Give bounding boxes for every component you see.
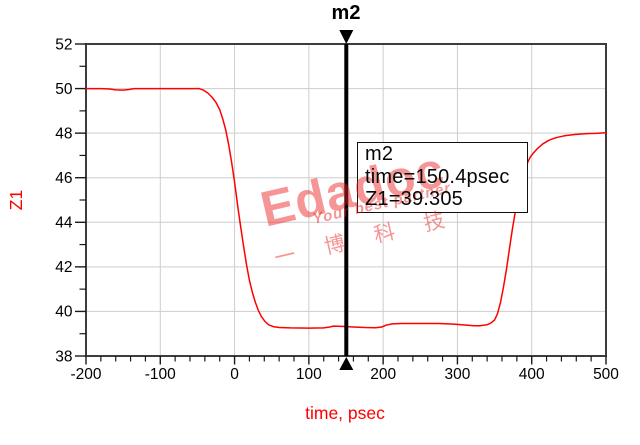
y-tick-label: 52 bbox=[55, 36, 72, 53]
x-tick-label: -200 bbox=[70, 366, 101, 383]
x-tick-label: 200 bbox=[370, 366, 396, 383]
x-tick-label: -100 bbox=[145, 366, 176, 383]
x-axis-title: time, psec bbox=[305, 403, 385, 423]
x-tick-label: 500 bbox=[593, 366, 619, 383]
y-tick-label: 44 bbox=[55, 215, 73, 232]
y-axis-tick-labels: 38 40 42 44 46 48 50 52 bbox=[55, 36, 73, 365]
y-tick-label: 38 bbox=[55, 348, 72, 365]
marker-m2-bottom-triangle[interactable] bbox=[339, 357, 354, 370]
x-tick-label: 0 bbox=[230, 366, 239, 383]
marker-m2[interactable] bbox=[339, 30, 354, 370]
marker-info-line-name: m2 bbox=[365, 143, 394, 165]
marker-info-text: m2 time=150.4psec Z1=39.305 bbox=[365, 143, 510, 211]
marker-info-box[interactable] bbox=[357, 142, 528, 213]
y-axis-title: Z1 bbox=[6, 189, 26, 211]
y-tick-label: 48 bbox=[55, 125, 72, 142]
marker-info-line-time: time=150.4psec bbox=[365, 165, 510, 188]
x-axis-tick-labels: -200 -100 0 100 200 300 400 500 bbox=[70, 366, 619, 383]
y-tick-label: 40 bbox=[55, 304, 73, 321]
y-tick-label: 50 bbox=[55, 81, 73, 98]
axis-ticks bbox=[75, 43, 607, 365]
x-tick-label: 100 bbox=[296, 366, 322, 383]
x-tick-label: 400 bbox=[519, 366, 545, 383]
marker-info-line-z1: Z1=39.305 bbox=[365, 188, 463, 211]
x-tick-label: 300 bbox=[444, 366, 470, 383]
marker-m2-flag-label: m2 bbox=[331, 2, 361, 24]
y-tick-label: 46 bbox=[55, 170, 72, 187]
marker-m2-top-triangle[interactable] bbox=[339, 30, 354, 44]
y-tick-label: 42 bbox=[55, 259, 72, 276]
